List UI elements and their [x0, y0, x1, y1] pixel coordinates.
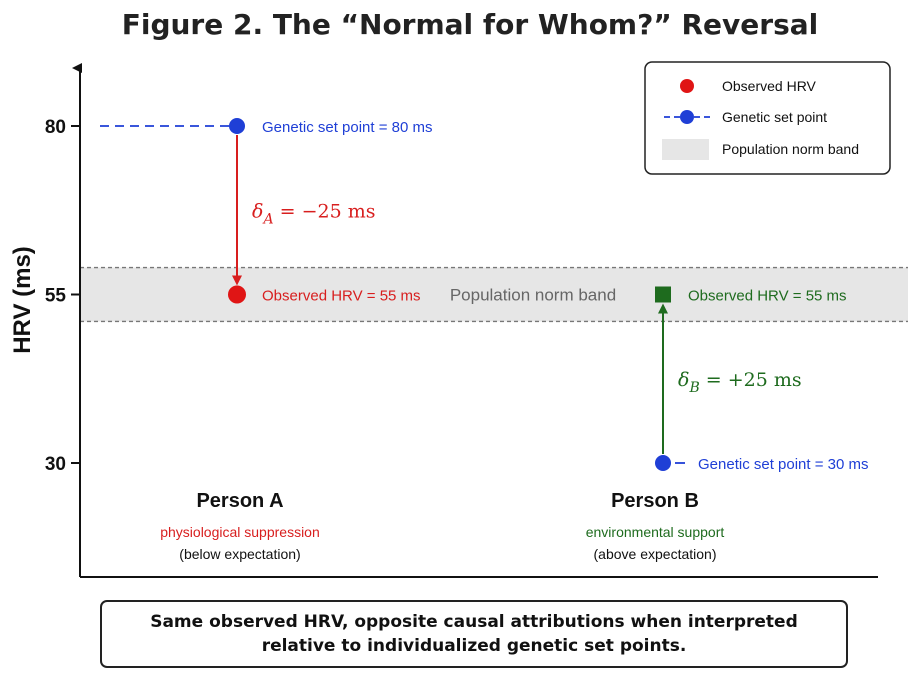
y-axis-label: HRV (ms): [9, 246, 36, 354]
band-label: Population norm band: [450, 286, 616, 305]
person-a-set-point-label: Genetic set point = 80 ms: [262, 119, 433, 136]
caption-box: Same observed HRV, opposite causal attri…: [100, 600, 848, 668]
caption-text: Same observed HRV, opposite causal attri…: [150, 612, 798, 656]
person-a-name: Person A: [196, 490, 283, 512]
person-b-group: Genetic set point = 30 ms Observed HRV = …: [586, 286, 869, 562]
legend-observed-label: Observed HRV: [722, 78, 817, 94]
person-b-observed-marker: [655, 286, 671, 303]
person-b-set-point-label: Genetic set point = 30 ms: [698, 456, 869, 473]
person-b-set-point-marker: [655, 455, 671, 471]
person-b-note: (above expectation): [594, 546, 717, 562]
y-tick-label-80: 80: [45, 117, 66, 138]
legend-observed-marker: [680, 79, 694, 93]
legend-set-point-marker: [680, 110, 694, 124]
person-a-observed-label: Observed HRV = 55 ms: [262, 288, 421, 305]
person-a-note: (below expectation): [179, 546, 300, 562]
chart: Figure 2. The “Normal for Whom?” Reversa…: [9, 8, 908, 578]
legend-band-label: Population norm band: [722, 141, 859, 157]
data-marks: Genetic set point = 80 ms Observed HRV = …: [100, 118, 869, 562]
y-tick-label-30: 30: [45, 454, 66, 475]
chart-title: Figure 2. The “Normal for Whom?” Reversa…: [122, 8, 819, 41]
person-a-subtitle: physiological suppression: [160, 524, 320, 540]
y-tick-label-55: 55: [45, 286, 67, 307]
band-fill: [80, 267, 908, 322]
person-a-delta-label: δA = −25 ms: [252, 200, 375, 227]
legend-set-point-label: Genetic set point: [722, 109, 827, 125]
legend-band-swatch: [662, 139, 709, 160]
person-a-observed-marker: [228, 285, 246, 304]
population-norm-band: Population norm band: [80, 266, 908, 323]
person-b-observed-label: Observed HRV = 55 ms: [688, 288, 847, 305]
axes: 30 55 80: [45, 63, 878, 578]
person-b-name: Person B: [611, 490, 699, 512]
person-b-delta-label: δB = +25 ms: [678, 369, 802, 396]
person-a-group: Genetic set point = 80 ms Observed HRV = …: [100, 118, 433, 562]
legend: Observed HRV Genetic set point Population …: [644, 61, 891, 175]
person-a-set-point-marker: [229, 118, 245, 134]
person-b-subtitle: environmental support: [586, 524, 725, 540]
